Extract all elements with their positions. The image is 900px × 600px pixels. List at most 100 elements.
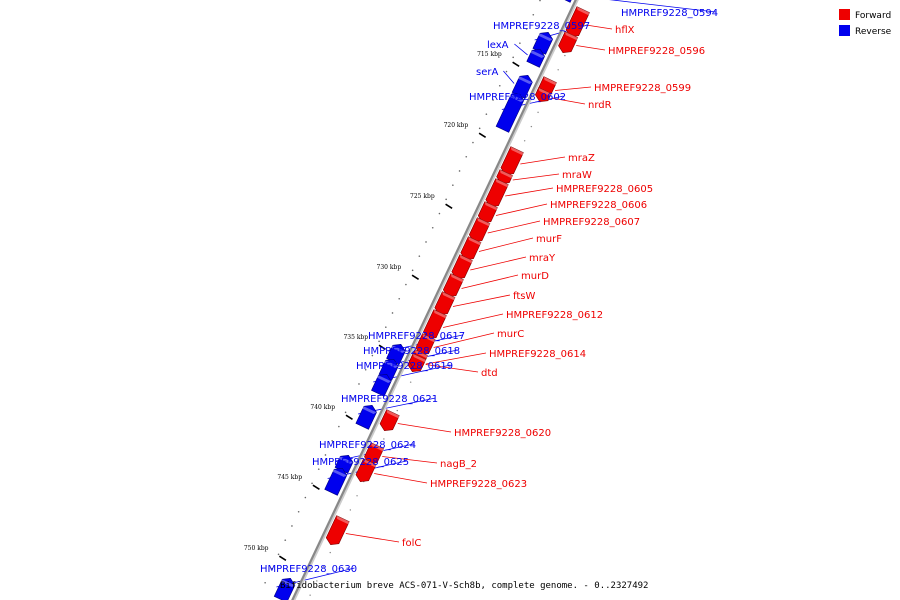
gene-bevel	[382, 360, 399, 368]
gene-label[interactable]: dtd	[481, 368, 498, 379]
gene-block[interactable]	[324, 467, 348, 496]
scale-dot	[311, 482, 313, 485]
gene-label[interactable]: murD	[521, 271, 549, 282]
scale-dot	[485, 113, 488, 115]
gene-label[interactable]: HMPREF9228_0618	[363, 346, 460, 357]
gene-label[interactable]: HMPREF9228_0596	[608, 46, 705, 57]
gene-block[interactable]	[526, 48, 545, 68]
gene-nrdR[interactable]	[535, 87, 552, 103]
gene-label[interactable]: serA	[476, 67, 498, 78]
scale-dot	[351, 397, 354, 399]
gene-block[interactable]	[379, 409, 400, 432]
scale-dot	[396, 409, 398, 412]
label-leader	[512, 173, 560, 181]
gene-label[interactable]: HMPREF9228_0597	[493, 21, 590, 32]
gene-label[interactable]: HMPREF9228_0630	[260, 564, 357, 575]
label-leader	[345, 533, 400, 543]
gene-mraW[interactable]	[496, 169, 514, 185]
scale-dot	[309, 594, 311, 596]
gene-label[interactable]: nagB_2	[440, 459, 477, 470]
scale-dot	[519, 42, 521, 44]
position-tick-label: 715 kbp	[477, 51, 502, 58]
gene-bevel	[389, 345, 406, 353]
gene-block[interactable]	[325, 515, 350, 546]
gene-label[interactable]: HMPREF9228_0607	[543, 217, 640, 228]
scale-dot	[403, 395, 405, 398]
gene-ftsW[interactable]	[434, 291, 456, 316]
gene-label[interactable]: lexA	[487, 40, 509, 51]
gene-block[interactable]	[355, 458, 377, 483]
gene-label[interactable]: HMPREF9228_0620	[454, 428, 551, 439]
scale-dot	[391, 312, 394, 314]
gene-label[interactable]: mraW	[562, 170, 592, 181]
gene-murF[interactable]	[460, 236, 482, 261]
gene-murD[interactable]	[442, 273, 465, 298]
position-tick	[445, 203, 453, 210]
gene-block[interactable]	[273, 577, 296, 600]
gene-folC[interactable]	[325, 515, 350, 546]
gene-dtd[interactable]	[408, 353, 427, 370]
label-leader	[470, 256, 527, 271]
scale-dot	[425, 241, 427, 243]
gene-HMPREF9228_0630[interactable]	[273, 577, 296, 600]
gene-HMPREF9228_0620[interactable]	[379, 409, 400, 432]
genome-backbone	[291, 0, 579, 600]
gene-block[interactable]	[371, 373, 392, 397]
scale-dot	[356, 495, 358, 497]
gene-block[interactable]	[355, 404, 377, 430]
gene-HMPREF9228_0594[interactable]	[556, 0, 572, 3]
scale-dot	[539, 0, 541, 2]
gene-label[interactable]: HMPREF9228_0617	[368, 331, 465, 342]
gene-label[interactable]: mraY	[529, 253, 556, 264]
gene-label[interactable]: HMPREF9228_0625	[312, 457, 409, 468]
gene-murC[interactable]	[415, 333, 436, 356]
gene-label[interactable]: ftsW	[513, 291, 535, 302]
gene-label[interactable]: HMPREF9228_0599	[594, 83, 691, 94]
scale-dot	[358, 383, 360, 385]
map-caption: Bifidobacterium breve ACS-071-V-Sch8b, c…	[280, 581, 648, 591]
gene-block[interactable]	[558, 31, 579, 54]
scale-dot	[322, 566, 325, 568]
gene-lexA[interactable]	[526, 48, 545, 68]
gene-HMPREF9228_0606[interactable]	[477, 201, 499, 224]
scale-dot	[284, 539, 287, 541]
gene-label[interactable]: hflX	[615, 25, 635, 36]
gene-label[interactable]: murF	[536, 234, 562, 245]
gene-label[interactable]: HMPREF9228_0605	[556, 184, 653, 195]
gene-block[interactable]	[557, 0, 572, 3]
gene-block[interactable]	[535, 87, 552, 103]
gene-label[interactable]: murC	[497, 329, 524, 340]
gene-label[interactable]: HMPREF9228_0594	[621, 8, 718, 19]
gene-label[interactable]: HMPREF9228_0619	[356, 361, 453, 372]
gene-label[interactable]: HMPREF9228_0602	[469, 92, 566, 103]
gene-label[interactable]: HMPREF9228_0614	[489, 349, 586, 360]
gene-label[interactable]: HMPREF9228_0623	[430, 479, 527, 490]
gene-label[interactable]: nrdR	[588, 100, 612, 111]
gene-label[interactable]: mraZ	[568, 153, 595, 164]
gene-block[interactable]	[408, 353, 427, 370]
position-tick	[378, 344, 386, 351]
scale-dot	[523, 140, 526, 142]
gene-label[interactable]: HMPREF9228_0612	[506, 310, 603, 321]
gene-HMPREF9228_0625[interactable]	[324, 467, 348, 496]
legend-reverse-swatch	[839, 25, 850, 36]
gene-label[interactable]: HMPREF9228_0606	[550, 200, 647, 211]
label-leader	[461, 274, 519, 289]
gene-HMPREF9228_0617[interactable]	[386, 343, 406, 365]
gene-label[interactable]: folC	[402, 538, 421, 549]
label-leader	[576, 45, 606, 51]
gene-nagB_2[interactable]	[364, 442, 385, 465]
gene-label[interactable]: HMPREF9228_0621	[341, 394, 438, 405]
gene-label[interactable]: HMPREF9228_0624	[319, 440, 416, 451]
scale-dot	[452, 184, 454, 186]
scale-dot	[383, 438, 385, 440]
gene-block[interactable]	[495, 92, 525, 133]
gene-HMPREF9228_0619[interactable]	[371, 373, 392, 397]
legend: Forward Reverse	[839, 9, 892, 37]
gene-bevel	[450, 273, 465, 284]
gene-HMPREF9228_0623[interactable]	[355, 458, 377, 483]
gene-HMPREF9228_0621[interactable]	[355, 404, 377, 430]
gene-HMPREF9228_0596[interactable]	[558, 31, 579, 54]
scale-dot	[297, 510, 300, 513]
gene-HMPREF9228_0602[interactable]	[495, 92, 525, 133]
